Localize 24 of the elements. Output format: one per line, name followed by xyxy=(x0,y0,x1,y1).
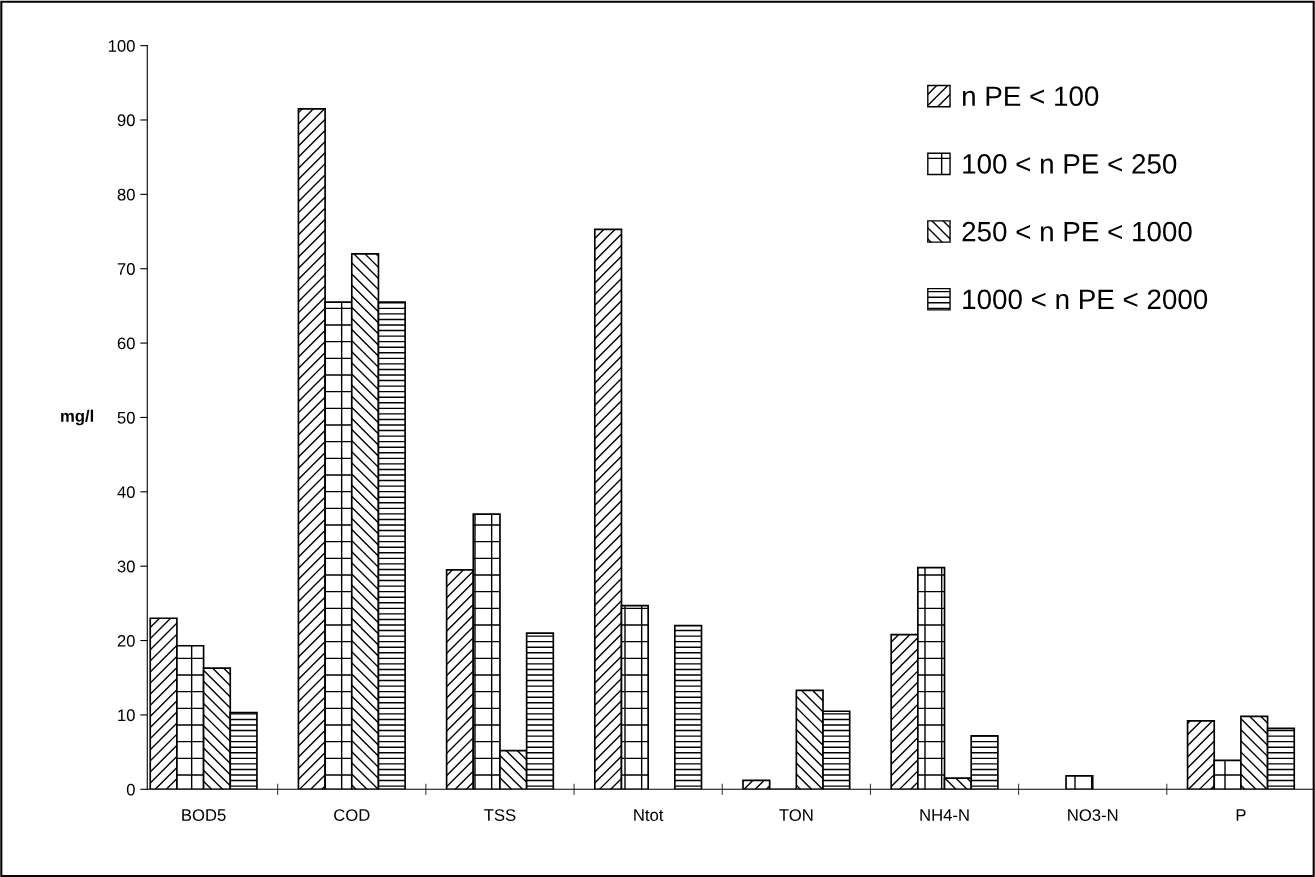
x-tick-label: BOD5 xyxy=(182,809,226,821)
y-tick-label: 40 xyxy=(117,486,135,499)
x-tick-label: P xyxy=(1236,809,1246,821)
legend-label: 250 < n PE < 1000 xyxy=(962,221,1192,242)
x-tick-label: NO3-N xyxy=(1068,809,1118,821)
y-tick-label: 20 xyxy=(117,634,135,647)
y-tick-label: 50 xyxy=(117,411,135,424)
y-tick-label: 30 xyxy=(117,560,135,573)
x-tick-label: TSS xyxy=(484,809,516,821)
y-tick-label: 70 xyxy=(117,263,135,275)
y-tick-label: 60 xyxy=(117,337,135,350)
y-tick-label: 0 xyxy=(126,783,135,796)
legend-label: 1000 < n PE < 2000 xyxy=(963,289,1208,310)
x-tick-label: Ntot xyxy=(634,809,664,821)
x-tick-label: COD xyxy=(334,809,370,821)
legend-label: n PE < 100 xyxy=(962,86,1099,107)
y-tick-label: 10 xyxy=(118,709,135,722)
y-tick-label: 80 xyxy=(117,188,135,201)
y-axis-title: mg/l xyxy=(61,409,94,426)
y-tick-label: 100 xyxy=(108,40,135,52)
x-tick-label: TON xyxy=(779,809,813,821)
legend-label: 100 < n PE < 250 xyxy=(963,154,1177,174)
x-tick-label: NH4-N xyxy=(920,809,969,821)
y-tick-label: 90 xyxy=(117,114,135,127)
